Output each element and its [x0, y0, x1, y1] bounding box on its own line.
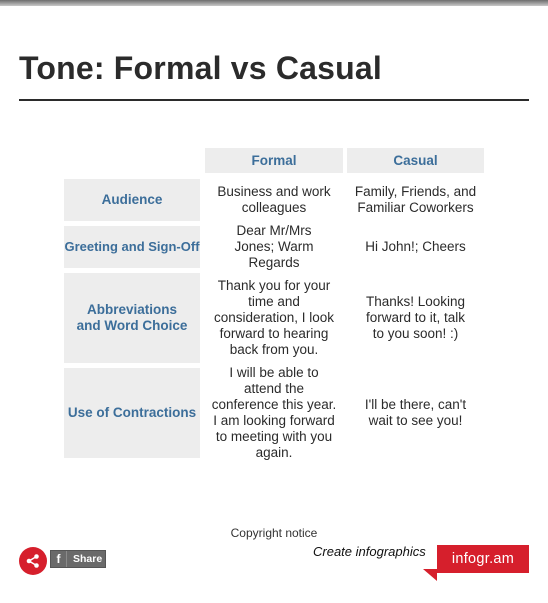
page-title: Tone: Formal vs Casual: [19, 50, 383, 86]
share-label: Share: [73, 553, 103, 565]
title-divider: [19, 99, 529, 101]
cell-contractions-formal: I will be able to attend the conference …: [211, 365, 337, 460]
facebook-share-button[interactable]: f Share: [50, 550, 106, 568]
column-header-casual: Casual: [347, 148, 484, 173]
row-header-contractions: Use of Contractions: [64, 368, 200, 458]
infogram-brand-link[interactable]: infogr.am: [437, 545, 529, 573]
cell-greeting-casual: Hi John!; Cheers: [365, 239, 466, 254]
copyright-notice: Copyright notice: [230, 526, 318, 540]
top-shadow-bar: [0, 0, 548, 6]
cell-abbreviations-casual: Thanks! Looking forward to it, talk to y…: [365, 294, 466, 341]
cell-audience-formal: Business and work colleagues: [217, 184, 331, 215]
cell-abbreviations-formal: Thank you for your time and consideratio…: [213, 278, 335, 357]
row-header-abbreviations: Abbreviations and Word Choice: [64, 273, 200, 363]
share-icon: [26, 554, 39, 568]
cell-audience-casual: Family, Friends, and Familiar Coworkers: [354, 184, 477, 215]
facebook-icon: f: [51, 551, 67, 567]
cell-contractions-casual: I'll be there, can't wait to see you!: [364, 397, 467, 428]
row-header-audience: Audience: [64, 179, 200, 221]
cell-greeting-formal: Dear Mr/Mrs Jones; Warm Regards: [234, 223, 314, 270]
share-button[interactable]: [19, 547, 47, 575]
row-header-greeting: Greeting and Sign-Off: [64, 226, 200, 268]
brand-badge-tail: [423, 569, 437, 581]
create-infographics-link[interactable]: Create infographics: [313, 544, 426, 559]
column-header-formal: Formal: [205, 148, 343, 173]
